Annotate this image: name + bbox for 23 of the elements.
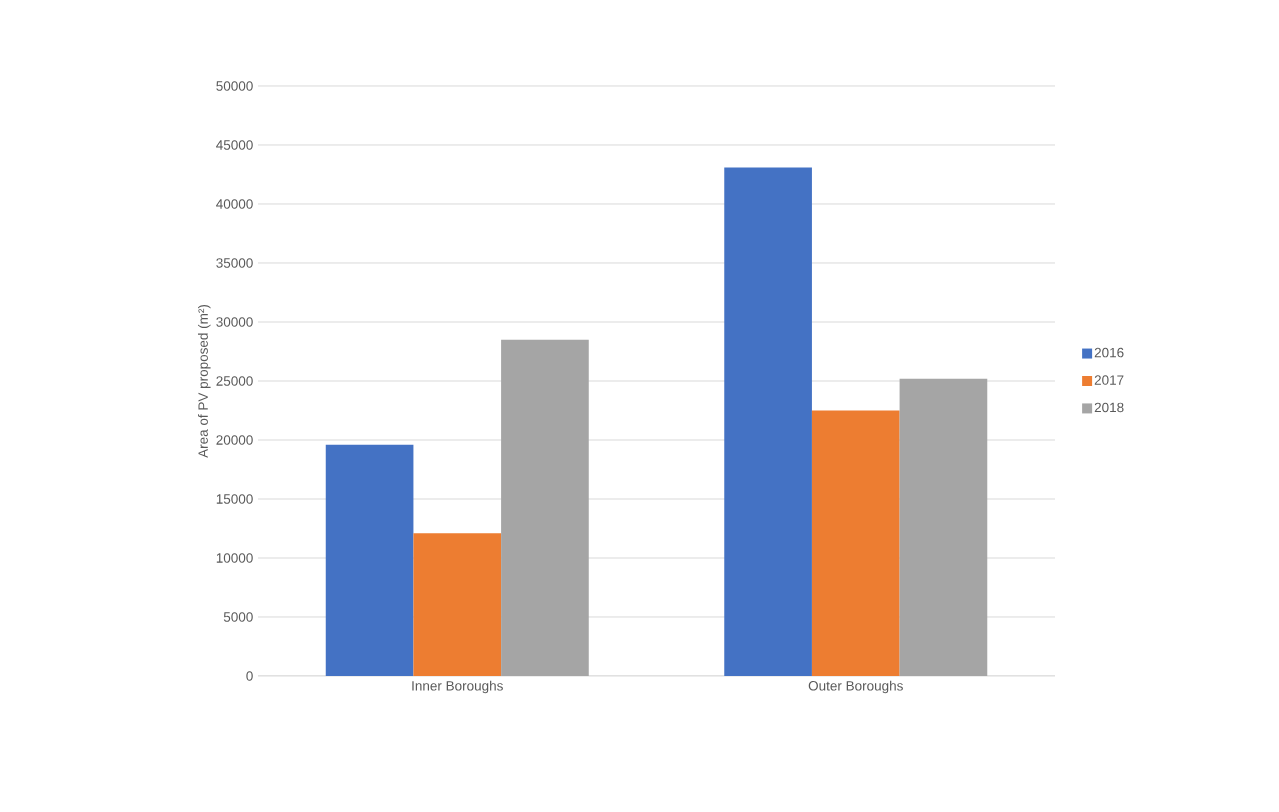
y-tick-label: 25000: [216, 376, 253, 386]
y-tick-label: 40000: [216, 199, 253, 209]
legend-label: 2016: [1094, 347, 1124, 358]
y-tick-label: 5000: [223, 612, 253, 622]
x-tick-label: Inner Boroughs: [412, 680, 503, 694]
bar: [413, 533, 502, 676]
y-tick-label: 45000: [216, 140, 253, 150]
bar: [899, 378, 988, 676]
y-tick-label: 0: [246, 671, 253, 681]
y-tick-label: 50000: [216, 81, 253, 91]
y-tick-label: 15000: [216, 494, 253, 504]
y-tick-label: 10000: [216, 553, 253, 563]
y-tick-label: 20000: [216, 435, 253, 445]
bar: [811, 410, 900, 676]
x-tick-label: Outer Boroughs: [808, 680, 903, 694]
legend-label: 2017: [1094, 375, 1124, 385]
bar: [724, 167, 812, 676]
bar: [501, 339, 589, 676]
y-tick-label: 35000: [216, 258, 253, 268]
bar: [325, 444, 414, 676]
legend-label: 2018: [1094, 402, 1124, 413]
y-tick-label: 30000: [216, 317, 253, 327]
y-axis-title: Area of PV proposed (m²): [197, 304, 211, 458]
